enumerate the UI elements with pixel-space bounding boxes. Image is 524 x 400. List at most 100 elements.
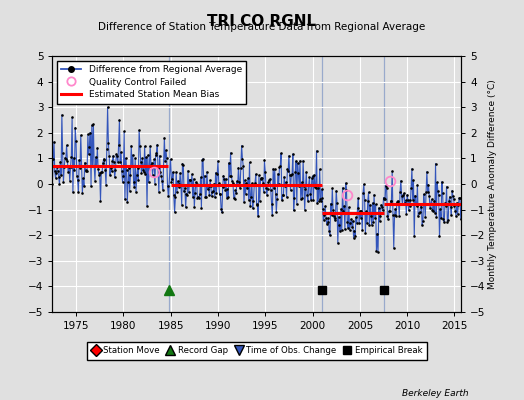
Point xyxy=(337,227,346,233)
Point xyxy=(220,172,228,179)
Point xyxy=(201,194,210,200)
Point xyxy=(128,152,137,158)
Point xyxy=(295,183,303,190)
Point xyxy=(122,155,130,161)
Point xyxy=(200,182,208,188)
Point xyxy=(286,187,294,194)
Point xyxy=(54,174,63,180)
Point xyxy=(346,220,355,227)
Point xyxy=(70,155,78,161)
Point xyxy=(399,192,407,198)
Point xyxy=(316,195,325,202)
Point xyxy=(278,192,287,198)
Point xyxy=(314,185,322,191)
Point xyxy=(381,196,389,202)
Point xyxy=(93,144,102,151)
Point xyxy=(423,168,431,175)
Point xyxy=(120,128,128,135)
Point xyxy=(231,196,239,202)
Point xyxy=(342,180,350,186)
Point xyxy=(454,202,463,208)
Point xyxy=(87,183,95,189)
Point xyxy=(220,176,228,183)
Point xyxy=(173,178,182,184)
Point xyxy=(223,186,232,192)
Point xyxy=(95,170,104,176)
Point xyxy=(216,190,224,197)
Point xyxy=(450,196,458,202)
Text: Berkeley Earth: Berkeley Earth xyxy=(402,389,469,398)
Point xyxy=(132,188,140,195)
Point xyxy=(184,167,192,174)
Point xyxy=(339,184,347,191)
Point xyxy=(124,179,132,186)
Point xyxy=(370,215,379,222)
Point xyxy=(456,216,465,222)
Point xyxy=(337,206,345,212)
Point xyxy=(415,209,423,216)
Point xyxy=(412,203,421,210)
Point xyxy=(312,148,321,154)
Point xyxy=(340,203,348,209)
Point xyxy=(212,190,221,196)
Point xyxy=(82,167,91,174)
Point xyxy=(329,206,337,213)
Point xyxy=(74,189,83,195)
Point xyxy=(299,157,307,164)
Point xyxy=(383,185,391,192)
Point xyxy=(410,233,419,239)
Point xyxy=(203,168,211,175)
Point xyxy=(343,218,352,225)
Point xyxy=(401,197,410,204)
Point xyxy=(308,175,316,181)
Point xyxy=(89,163,97,170)
Legend: Difference from Regional Average, Quality Control Failed, Estimated Station Mean: Difference from Regional Average, Qualit… xyxy=(57,60,246,104)
Point xyxy=(248,180,256,186)
Point xyxy=(51,175,60,181)
Point xyxy=(145,162,154,169)
Point xyxy=(402,211,411,217)
Point xyxy=(406,203,414,210)
Point xyxy=(101,167,110,173)
Point xyxy=(227,173,236,180)
Point xyxy=(447,212,455,218)
Point xyxy=(192,179,200,185)
Point xyxy=(66,178,74,184)
Point xyxy=(369,219,377,226)
Point xyxy=(428,196,436,202)
Point xyxy=(171,194,180,200)
Point xyxy=(205,192,213,198)
Point xyxy=(446,204,455,210)
Point xyxy=(434,188,442,195)
Point xyxy=(439,190,447,196)
Point xyxy=(361,197,369,203)
Point xyxy=(389,245,398,251)
Point xyxy=(59,179,68,185)
Point xyxy=(312,185,320,191)
Point xyxy=(297,196,305,202)
Point xyxy=(359,190,367,196)
Point xyxy=(413,182,422,188)
Point xyxy=(195,190,204,197)
Point xyxy=(418,222,427,228)
Point xyxy=(222,176,230,182)
Point xyxy=(233,178,241,184)
Point xyxy=(57,172,66,178)
Point xyxy=(455,194,463,201)
Point xyxy=(364,189,373,195)
Point xyxy=(186,177,194,183)
Point xyxy=(301,186,310,192)
Point xyxy=(219,183,227,190)
Point xyxy=(445,197,453,204)
Point xyxy=(179,162,188,168)
Point xyxy=(453,211,462,217)
Point xyxy=(185,176,194,183)
Point xyxy=(248,205,257,211)
Point xyxy=(92,163,101,170)
Point xyxy=(365,222,374,228)
Point xyxy=(275,164,283,170)
Point xyxy=(379,194,388,201)
Point xyxy=(163,182,172,189)
Point xyxy=(262,185,270,192)
Point xyxy=(366,202,374,208)
